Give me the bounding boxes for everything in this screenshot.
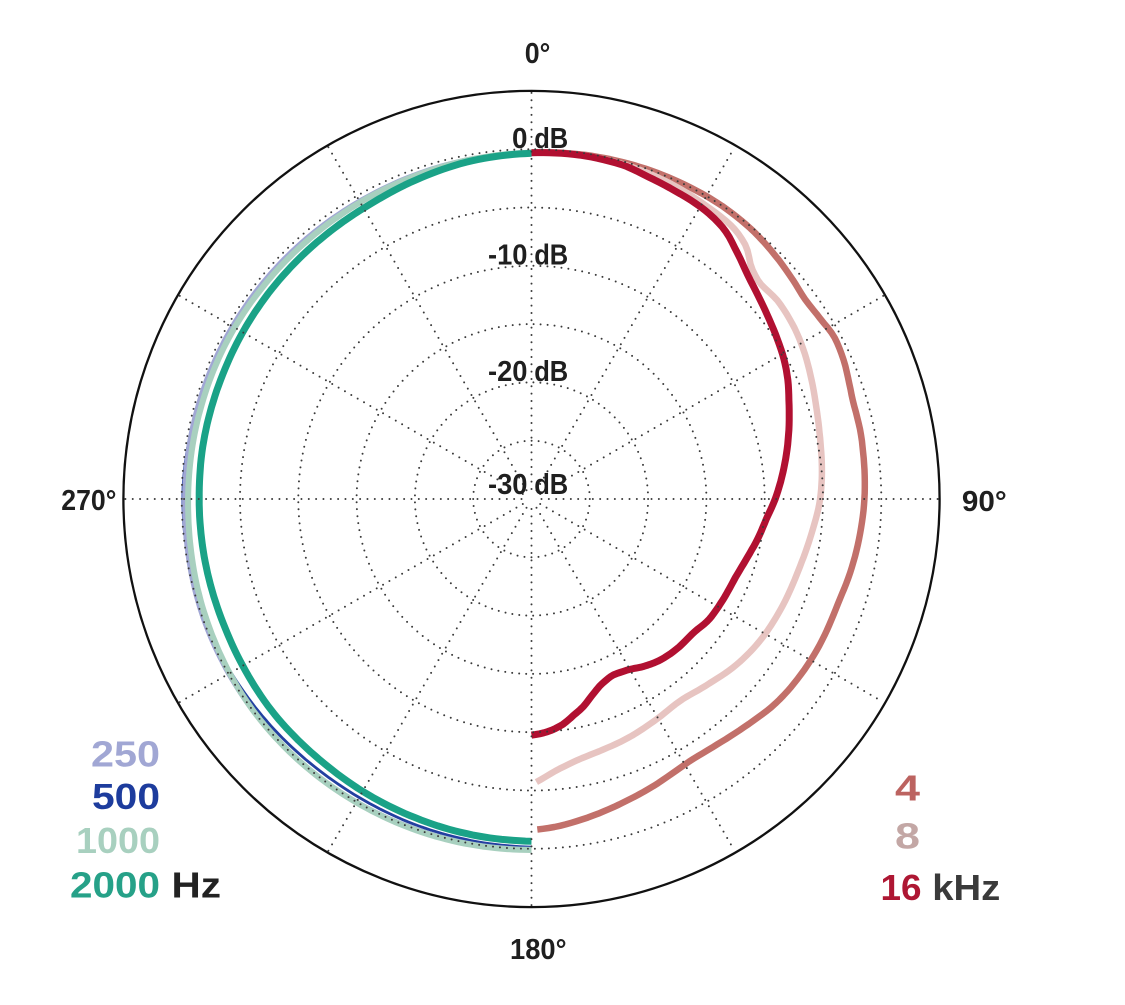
svg-text:500: 500 bbox=[92, 776, 160, 817]
svg-text:1000: 1000 bbox=[76, 820, 160, 861]
svg-text:16: 16 bbox=[881, 867, 922, 908]
svg-text:270°: 270° bbox=[61, 485, 116, 517]
svg-text:0°: 0° bbox=[525, 38, 551, 70]
svg-text:-10: -10 bbox=[488, 240, 528, 272]
svg-text:Hz: Hz bbox=[172, 865, 222, 906]
svg-text:90°: 90° bbox=[962, 486, 1007, 518]
svg-text:4: 4 bbox=[895, 768, 920, 809]
svg-text:180°: 180° bbox=[510, 934, 567, 966]
svg-text:kHz: kHz bbox=[932, 867, 1000, 908]
svg-text:dB: dB bbox=[534, 356, 568, 388]
svg-text:0: 0 bbox=[512, 123, 528, 155]
svg-text:8: 8 bbox=[895, 816, 920, 857]
svg-text:dB: dB bbox=[534, 469, 568, 501]
svg-text:dB: dB bbox=[534, 240, 568, 272]
svg-text:-20: -20 bbox=[488, 356, 528, 388]
svg-text:dB: dB bbox=[534, 123, 568, 155]
svg-text:2000: 2000 bbox=[70, 865, 160, 906]
svg-text:-30: -30 bbox=[488, 469, 528, 501]
svg-text:250: 250 bbox=[91, 734, 160, 775]
